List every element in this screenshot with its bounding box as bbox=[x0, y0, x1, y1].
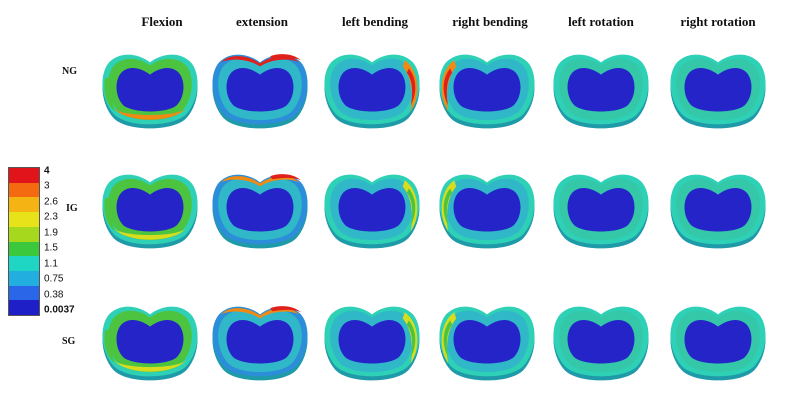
disc-ng-4 bbox=[435, 48, 539, 132]
row-label-ig: IG bbox=[66, 203, 78, 214]
row-label-sg: SG bbox=[62, 336, 76, 347]
legend-tick-label: 1.9 bbox=[44, 227, 58, 239]
disc-ig-2 bbox=[208, 168, 312, 252]
column-header-left-bending: left bending bbox=[341, 14, 409, 29]
legend-band bbox=[9, 212, 39, 228]
legend-tick-label: 1.5 bbox=[44, 242, 58, 254]
legend-band bbox=[9, 256, 39, 272]
legend-tick-label: 0.75 bbox=[44, 273, 64, 285]
disc-sg-6 bbox=[666, 300, 770, 384]
disc-sg-3 bbox=[320, 300, 424, 384]
legend-band bbox=[9, 168, 39, 184]
disc-ig-1 bbox=[98, 168, 202, 252]
legend-tick-label: 4 bbox=[44, 165, 50, 177]
legend-tick-label: 0.0037 bbox=[44, 304, 75, 316]
disc-ng-6 bbox=[666, 48, 770, 132]
column-header-flexion: Flexion bbox=[141, 14, 183, 29]
legend-band bbox=[9, 182, 39, 198]
disc-ig-4 bbox=[435, 168, 539, 252]
legend-tick-label: 2.3 bbox=[44, 211, 58, 223]
column-header-right-rotation: right rotation bbox=[680, 14, 756, 29]
disc-ng-3 bbox=[320, 48, 424, 132]
disc-ng-5 bbox=[549, 48, 653, 132]
disc-ng-1 bbox=[98, 48, 202, 132]
legend-tick-label: 1.1 bbox=[44, 258, 58, 270]
legend-tick-label: 3 bbox=[44, 180, 50, 192]
disc-ng-2 bbox=[208, 48, 312, 132]
legend-band bbox=[9, 241, 39, 257]
legend-tick-label: 0.38 bbox=[44, 289, 64, 301]
disc-ig-3 bbox=[320, 168, 424, 252]
row-label-ng: NG bbox=[62, 66, 77, 77]
disc-sg-1 bbox=[98, 300, 202, 384]
legend-band bbox=[9, 285, 39, 301]
column-header-extension: extension bbox=[236, 14, 288, 29]
disc-sg-4 bbox=[435, 300, 539, 384]
column-header-right-bending: right bending bbox=[452, 14, 528, 29]
legend-band bbox=[9, 197, 39, 213]
legend-tick-label: 2.6 bbox=[44, 196, 58, 208]
disc-ig-6 bbox=[666, 168, 770, 252]
disc-ig-5 bbox=[549, 168, 653, 252]
disc-sg-5 bbox=[549, 300, 653, 384]
legend-band bbox=[9, 270, 39, 287]
legend-band bbox=[9, 226, 39, 242]
disc-sg-2 bbox=[208, 300, 312, 384]
column-header-left-rotation: left rotation bbox=[568, 14, 634, 29]
legend-band bbox=[9, 300, 39, 316]
color-legend bbox=[8, 167, 40, 316]
